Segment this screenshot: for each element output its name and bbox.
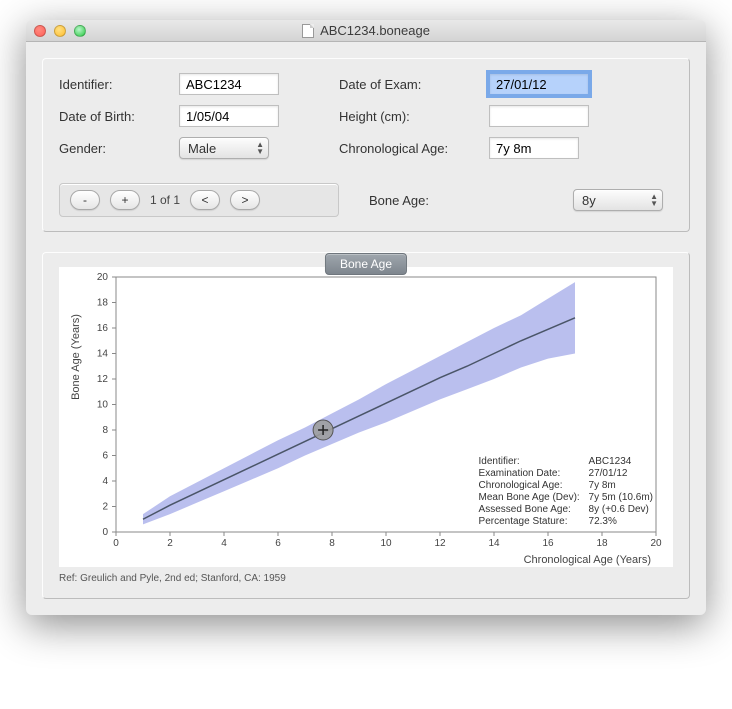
svg-text:8: 8 xyxy=(329,538,335,549)
chevron-updown-icon: ▲▼ xyxy=(650,193,658,207)
info-key: Percentage Stature: xyxy=(479,516,589,527)
svg-text:4: 4 xyxy=(102,476,108,487)
chart-tab[interactable]: Bone Age xyxy=(325,253,407,275)
info-val: ABC1234 xyxy=(589,456,653,467)
chart-panel: Bone Age 0 2 4 6 8 10 12 14 16 18 20 0 2 4 6 8 10 12 14 16 1… xyxy=(42,252,690,599)
chronage-label: Chronological Age: xyxy=(339,141,489,156)
svg-text:8: 8 xyxy=(102,425,108,436)
gender-value: Male xyxy=(188,141,216,156)
boneage-select[interactable]: 8y ▲▼ xyxy=(573,189,663,211)
add-button[interactable]: + xyxy=(110,190,140,210)
svg-text:18: 18 xyxy=(596,538,608,549)
svg-text:18: 18 xyxy=(97,298,109,309)
pager-toolbar: - + 1 of 1 < > xyxy=(59,183,339,217)
chronage-field[interactable] xyxy=(489,137,579,159)
boneage-label: Bone Age: xyxy=(339,193,573,208)
dob-label: Date of Birth: xyxy=(59,109,179,124)
next-button[interactable]: > xyxy=(230,190,260,210)
svg-text:0: 0 xyxy=(102,527,108,538)
svg-text:2: 2 xyxy=(102,502,108,513)
svg-text:6: 6 xyxy=(102,451,108,462)
svg-text:20: 20 xyxy=(650,538,662,549)
document-icon xyxy=(302,24,314,38)
chart-area: 0 2 4 6 8 10 12 14 16 18 20 0 2 4 6 8 10 12 14 16 18 20 Chrono… xyxy=(59,267,673,567)
close-icon[interactable] xyxy=(34,25,46,37)
boneage-value: 8y xyxy=(582,193,596,208)
gender-select[interactable]: Male ▲▼ xyxy=(179,137,269,159)
chart-info: Identifier:ABC1234 Examination Date:27/0… xyxy=(479,456,653,527)
form-panel: Identifier: Date of Exam: Date of Birth:… xyxy=(42,58,690,232)
svg-text:14: 14 xyxy=(488,538,500,549)
gender-label: Gender: xyxy=(59,141,179,156)
minimize-icon[interactable] xyxy=(54,25,66,37)
svg-text:16: 16 xyxy=(542,538,554,549)
zoom-icon[interactable] xyxy=(74,25,86,37)
exam-date-field[interactable] xyxy=(489,73,589,95)
svg-text:6: 6 xyxy=(275,538,281,549)
info-key: Mean Bone Age (Dev): xyxy=(479,492,589,503)
info-key: Assessed Bone Age: xyxy=(479,504,589,515)
identifier-field[interactable] xyxy=(179,73,279,95)
window: ABC1234.boneage Identifier: Date of Exam… xyxy=(26,20,706,615)
svg-text:10: 10 xyxy=(380,538,392,549)
dob-field[interactable] xyxy=(179,105,279,127)
info-val: 8y (+0.6 Dev) xyxy=(589,504,653,515)
height-label: Height (cm): xyxy=(339,109,489,124)
info-val: 7y 8m xyxy=(589,480,653,491)
svg-text:Bone Age (Years): Bone Age (Years) xyxy=(70,314,82,400)
info-key: Chronological Age: xyxy=(479,480,589,491)
info-key: Examination Date: xyxy=(479,468,589,479)
info-key: Identifier: xyxy=(479,456,589,467)
info-val: 7y 5m (10.6m) xyxy=(589,492,653,503)
svg-text:0: 0 xyxy=(113,538,119,549)
identifier-label: Identifier: xyxy=(59,77,179,92)
svg-text:12: 12 xyxy=(97,374,109,385)
chevron-updown-icon: ▲▼ xyxy=(256,141,264,155)
info-val: 72.3% xyxy=(589,516,653,527)
titlebar: ABC1234.boneage xyxy=(26,20,706,42)
pager-text: 1 of 1 xyxy=(150,193,180,207)
svg-text:14: 14 xyxy=(97,349,109,360)
svg-text:Chronological Age (Years): Chronological Age (Years) xyxy=(524,554,651,566)
chart-reference: Ref: Greulich and Pyle, 2nd ed; Stanford… xyxy=(59,573,673,584)
window-title: ABC1234.boneage xyxy=(320,23,430,38)
exam-date-label: Date of Exam: xyxy=(339,77,489,92)
svg-text:2: 2 xyxy=(167,538,173,549)
svg-text:10: 10 xyxy=(97,400,109,411)
svg-text:12: 12 xyxy=(434,538,446,549)
svg-text:4: 4 xyxy=(221,538,227,549)
remove-button[interactable]: - xyxy=(70,190,100,210)
svg-text:16: 16 xyxy=(97,323,109,334)
height-field[interactable] xyxy=(489,105,589,127)
info-val: 27/01/12 xyxy=(589,468,653,479)
svg-text:20: 20 xyxy=(97,272,109,283)
prev-button[interactable]: < xyxy=(190,190,220,210)
